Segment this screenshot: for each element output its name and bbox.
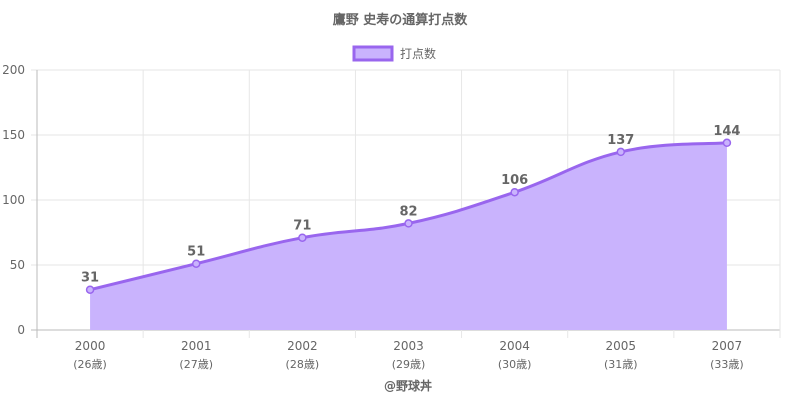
grid <box>31 69 781 338</box>
data-point <box>616 147 626 157</box>
legend-swatch <box>352 45 394 62</box>
x-axis-ticks: 2000 (26歳) 2001 (27歳) 2002 (28歳) 2003 (29歳) 2004… <box>73 339 743 371</box>
data-label: 31 <box>81 271 99 286</box>
x-tick-sublabel: (28歳) <box>286 358 320 371</box>
y-tick-label: 0 <box>17 323 25 337</box>
x-tick-label: 2005 <box>606 339 637 353</box>
legend-label: 打点数 <box>400 46 436 61</box>
x-tick-sublabel: (29歳) <box>392 358 426 371</box>
x-tick-label: 2001 <box>181 339 212 353</box>
data-point <box>404 219 413 228</box>
y-axis-ticks: 0 50 100 150 200 <box>2 63 25 337</box>
data-label: 106 <box>501 173 528 188</box>
data-labels: 31 51 71 82 106 137 144 <box>81 124 740 286</box>
legend[interactable]: 打点数 <box>352 45 436 62</box>
x-tick-sublabel: (30歳) <box>498 358 532 371</box>
x-tick-label: 2004 <box>499 339 530 353</box>
data-label: 51 <box>187 245 205 260</box>
x-tick-label: 2000 <box>75 339 106 353</box>
x-tick-sublabel: (27歳) <box>179 358 213 371</box>
data-label: 137 <box>607 133 634 148</box>
data-point <box>298 233 307 242</box>
data-point <box>510 187 519 197</box>
x-tick-sublabel: (31歳) <box>604 358 638 371</box>
y-tick-label: 100 <box>2 193 25 207</box>
data-label: 71 <box>293 219 311 234</box>
data-points <box>85 138 732 294</box>
series-area <box>89 141 728 330</box>
series-area-fill <box>90 142 727 330</box>
y-tick-label: 150 <box>2 128 25 142</box>
data-label: 82 <box>399 204 417 219</box>
y-tick-label: 200 <box>2 63 25 77</box>
data-point <box>85 285 95 294</box>
x-tick-sublabel: (26歳) <box>73 358 107 371</box>
data-label: 144 <box>713 124 740 139</box>
x-tick-label: 2003 <box>393 339 424 353</box>
x-tick-sublabel: (33歳) <box>710 358 744 371</box>
data-point <box>722 138 732 148</box>
x-tick-label: 2002 <box>287 339 318 353</box>
y-tick-label: 50 <box>10 258 25 272</box>
data-point <box>191 259 201 268</box>
chart-title: 鷹野 史寿の通算打点数 <box>333 12 469 28</box>
x-tick-label: 2007 <box>712 339 743 353</box>
x-axis-label: @野球丼 <box>384 378 432 393</box>
